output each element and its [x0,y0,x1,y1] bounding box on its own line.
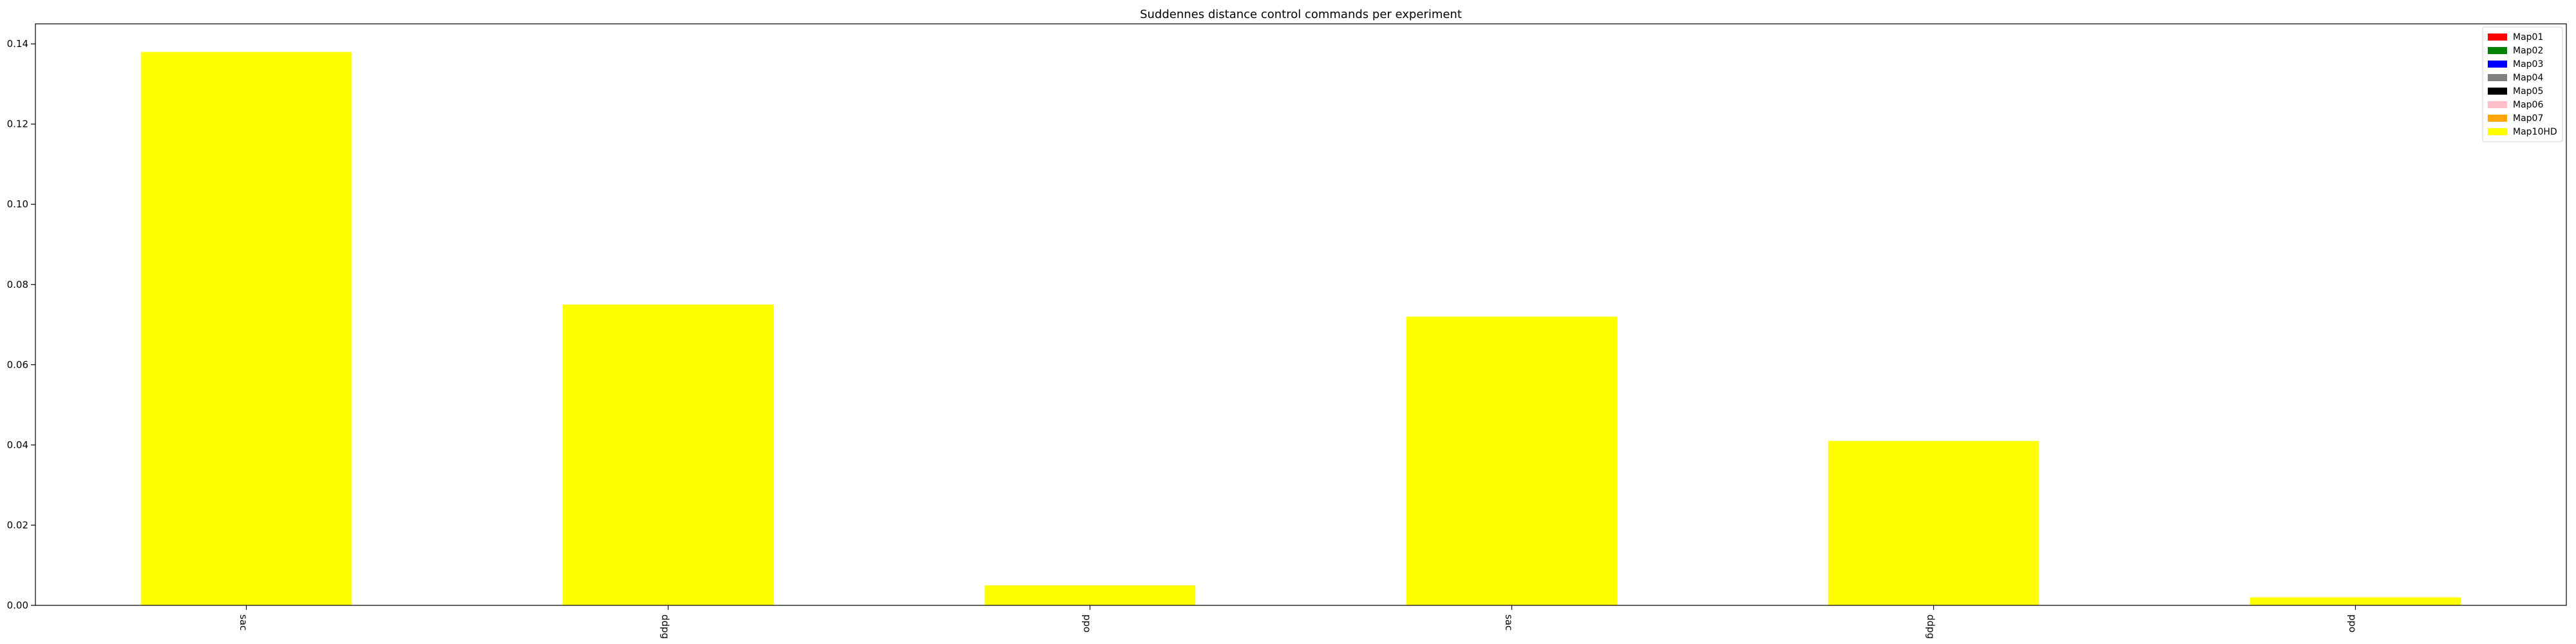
legend-label-Map10HD: Map10HD [2513,127,2557,137]
axes-layer: sac ddpg ppo sac ddpg ppo 0.00 0.02 0.04 0.06 0.08… [7,23,2567,639]
legend-swatch-Map05 [2488,88,2507,95]
legend-swatch-Map07 [2488,115,2507,122]
bar-sac-3 [1406,316,1618,605]
legend-label-Map01: Map01 [2513,32,2543,43]
y-tick-label-7: 0.14 [7,38,28,50]
y-tick-label-6: 0.12 [7,118,28,130]
bar-ppo-5 [2249,597,2461,605]
legend-label-Map07: Map07 [2513,113,2543,124]
legend-box [2482,26,2563,142]
bar-ddpg-1 [562,304,774,605]
legend: Map01 Map02 Map03 Map04 Map05 Map06 Map07 Map10… [2482,26,2563,142]
x-tick-label-4: ddpg [1925,614,1937,639]
chart-title: Suddennes distance control commands per … [1140,8,1462,21]
legend-swatch-Map04 [2488,74,2507,81]
y-tick-label-2: 0.04 [7,439,28,451]
plot-frame [35,23,2567,606]
legend-label-Map05: Map05 [2513,86,2543,97]
y-tick-label-1: 0.02 [7,519,28,531]
y-tick-label-4: 0.08 [7,279,28,290]
x-tick-label-3: sac [1503,614,1515,630]
y-tick-label-5: 0.10 [7,198,28,210]
bar-sac-0 [140,52,352,606]
legend-label-Map03: Map03 [2513,59,2543,70]
legend-swatch-Map01 [2488,33,2507,41]
legend-label-Map04: Map04 [2513,73,2543,83]
legend-label-Map02: Map02 [2513,46,2543,56]
y-tick-label-3: 0.06 [7,359,28,370]
legend-swatch-Map06 [2488,101,2507,108]
bar-ddpg-4 [1828,440,2040,605]
legend-swatch-Map10HD [2488,128,2507,135]
legend-label-Map06: Map06 [2513,100,2543,110]
legend-swatch-Map03 [2488,61,2507,68]
x-tick-label-0: sac [238,614,249,630]
legend-swatch-Map02 [2488,47,2507,54]
bars-layer [140,52,2461,606]
x-tick-label-2: ppo [1081,614,1093,632]
x-tick-label-5: ppo [2347,614,2358,632]
x-tick-label-1: ddpg [659,614,671,639]
bar-ppo-2 [984,585,1196,605]
y-tick-label-0: 0.00 [7,600,28,611]
